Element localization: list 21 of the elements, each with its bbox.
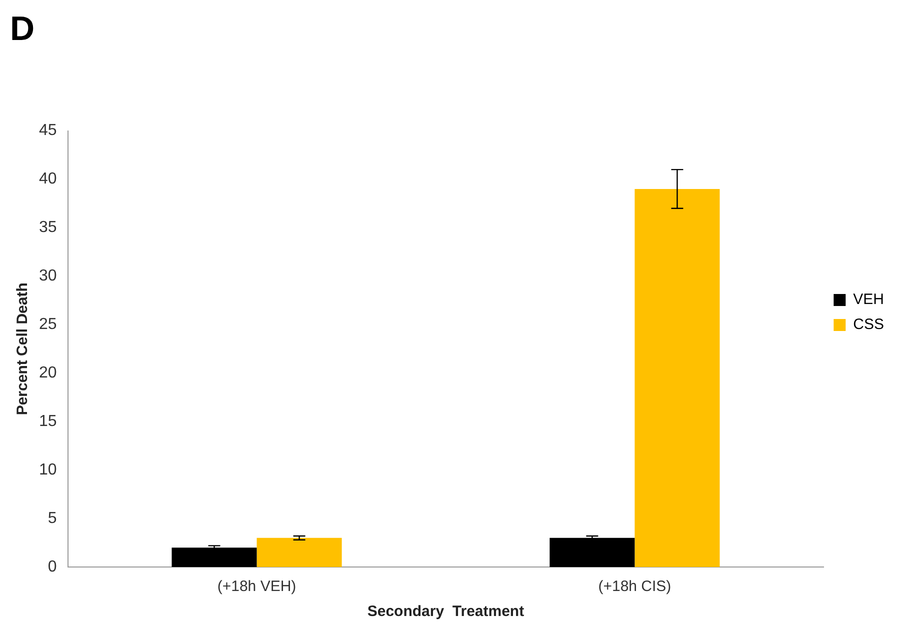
bar	[550, 538, 635, 567]
chart-title: D	[10, 10, 35, 48]
y-tick-label: 40	[39, 170, 57, 188]
y-tick-label: 30	[39, 268, 57, 285]
x-tick-label: (+18h VEH)	[217, 578, 296, 596]
legend-label: VEH	[853, 291, 884, 308]
y-tick-label: 0	[48, 558, 57, 576]
legend-label: CSS	[853, 316, 884, 334]
y-tick-label: 15	[39, 413, 57, 430]
bar	[634, 188, 720, 567]
y-tick-label: 5	[48, 510, 57, 527]
y-tick-label: 45	[39, 122, 57, 140]
y-axis-title: Percent Cell Death	[14, 282, 32, 416]
bar	[256, 538, 342, 567]
x-tick-label: (+18h CIS)	[598, 578, 672, 596]
y-tick-label: 10	[39, 461, 57, 478]
y-tick-label: 25	[39, 316, 57, 334]
x-axis-title: Secondary Treatment	[367, 603, 524, 620]
y-tick-label: 20	[39, 364, 57, 382]
bar	[172, 548, 257, 567]
y-tick-label: 35	[39, 219, 57, 236]
